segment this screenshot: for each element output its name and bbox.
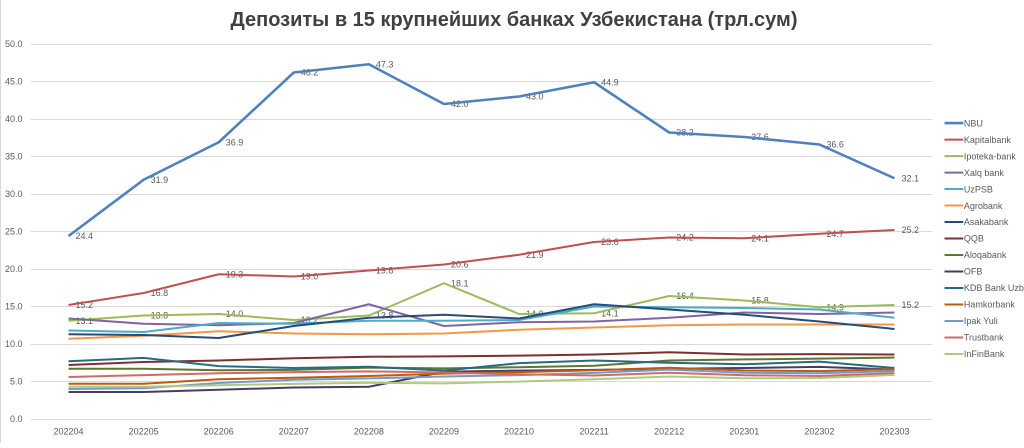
svg-text:30.0: 30.0: [5, 189, 23, 199]
svg-text:14.0: 14.0: [226, 309, 244, 319]
svg-text:15.2: 15.2: [76, 300, 94, 310]
svg-text:32.1: 32.1: [901, 173, 919, 183]
svg-text:15.0: 15.0: [5, 302, 23, 312]
svg-text:InFinBank: InFinBank: [964, 349, 1005, 359]
svg-text:Ipak Yuli: Ipak Yuli: [964, 316, 998, 326]
svg-text:44.9: 44.9: [601, 77, 619, 87]
svg-text:202210: 202210: [504, 427, 534, 437]
svg-text:42.0: 42.0: [451, 99, 469, 109]
svg-text:47.3: 47.3: [376, 59, 394, 69]
svg-text:202302: 202302: [804, 427, 834, 437]
svg-text:202206: 202206: [204, 427, 234, 437]
svg-text:19.0: 19.0: [301, 272, 319, 282]
svg-text:Ipoteka-bank: Ipoteka-bank: [964, 151, 1017, 161]
svg-text:21.9: 21.9: [526, 250, 544, 260]
svg-text:35.0: 35.0: [5, 152, 23, 162]
svg-text:NBU: NBU: [964, 118, 983, 128]
svg-text:202207: 202207: [279, 427, 309, 437]
svg-text:15.8: 15.8: [751, 296, 769, 306]
svg-text:Hamkorbank: Hamkorbank: [964, 300, 1016, 310]
svg-text:13.8: 13.8: [376, 311, 394, 321]
svg-text:40.0: 40.0: [5, 114, 23, 124]
svg-text:20.6: 20.6: [451, 260, 469, 270]
svg-text:45.0: 45.0: [5, 77, 23, 87]
svg-text:Xalq bank: Xalq bank: [964, 168, 1005, 178]
svg-text:202204: 202204: [54, 427, 84, 437]
svg-text:Agrobank: Agrobank: [964, 201, 1003, 211]
svg-text:43.0: 43.0: [526, 92, 544, 102]
svg-text:202301: 202301: [729, 427, 759, 437]
svg-text:5.0: 5.0: [10, 377, 23, 387]
svg-text:19.8: 19.8: [376, 266, 394, 276]
svg-text:31.9: 31.9: [151, 175, 169, 185]
svg-text:Депозиты в 15 крупнейших банка: Депозиты в 15 крупнейших банках Узбекист…: [231, 9, 798, 31]
svg-text:14.1: 14.1: [601, 308, 619, 318]
svg-text:20.0: 20.0: [5, 264, 23, 274]
svg-text:25.2: 25.2: [901, 225, 919, 235]
svg-text:202212: 202212: [654, 427, 684, 437]
svg-text:16.8: 16.8: [151, 288, 169, 298]
svg-text:46.2: 46.2: [301, 68, 319, 78]
svg-text:37.6: 37.6: [751, 132, 769, 142]
svg-text:Asakabank: Asakabank: [964, 217, 1009, 227]
svg-text:Kapitalbank: Kapitalbank: [964, 135, 1012, 145]
svg-text:50.0: 50.0: [5, 39, 23, 49]
svg-text:202205: 202205: [129, 427, 159, 437]
svg-text:Aloqabank: Aloqabank: [964, 250, 1007, 260]
svg-text:10.0: 10.0: [5, 339, 23, 349]
svg-text:Trustbank: Trustbank: [964, 333, 1004, 343]
svg-text:23.6: 23.6: [601, 237, 619, 247]
svg-text:202208: 202208: [354, 427, 384, 437]
svg-text:18.1: 18.1: [451, 278, 469, 288]
svg-text:36.9: 36.9: [226, 137, 244, 147]
svg-text:0.0: 0.0: [10, 414, 23, 424]
svg-text:202211: 202211: [579, 427, 608, 437]
svg-text:13.1: 13.1: [76, 316, 94, 326]
svg-text:24.4: 24.4: [76, 231, 94, 241]
svg-text:25.0: 25.0: [5, 227, 23, 237]
svg-text:KDB Bank Uzb: KDB Bank Uzb: [964, 283, 1024, 293]
svg-text:36.6: 36.6: [826, 140, 844, 150]
svg-text:UzPSB: UzPSB: [964, 184, 993, 194]
svg-text:24.1: 24.1: [751, 233, 769, 243]
svg-text:15.2: 15.2: [901, 300, 919, 310]
svg-text:202303: 202303: [879, 427, 909, 437]
svg-text:OFB: OFB: [964, 267, 983, 277]
svg-text:QQB: QQB: [964, 234, 984, 244]
svg-text:202209: 202209: [429, 427, 459, 437]
svg-text:13.2: 13.2: [301, 315, 319, 325]
